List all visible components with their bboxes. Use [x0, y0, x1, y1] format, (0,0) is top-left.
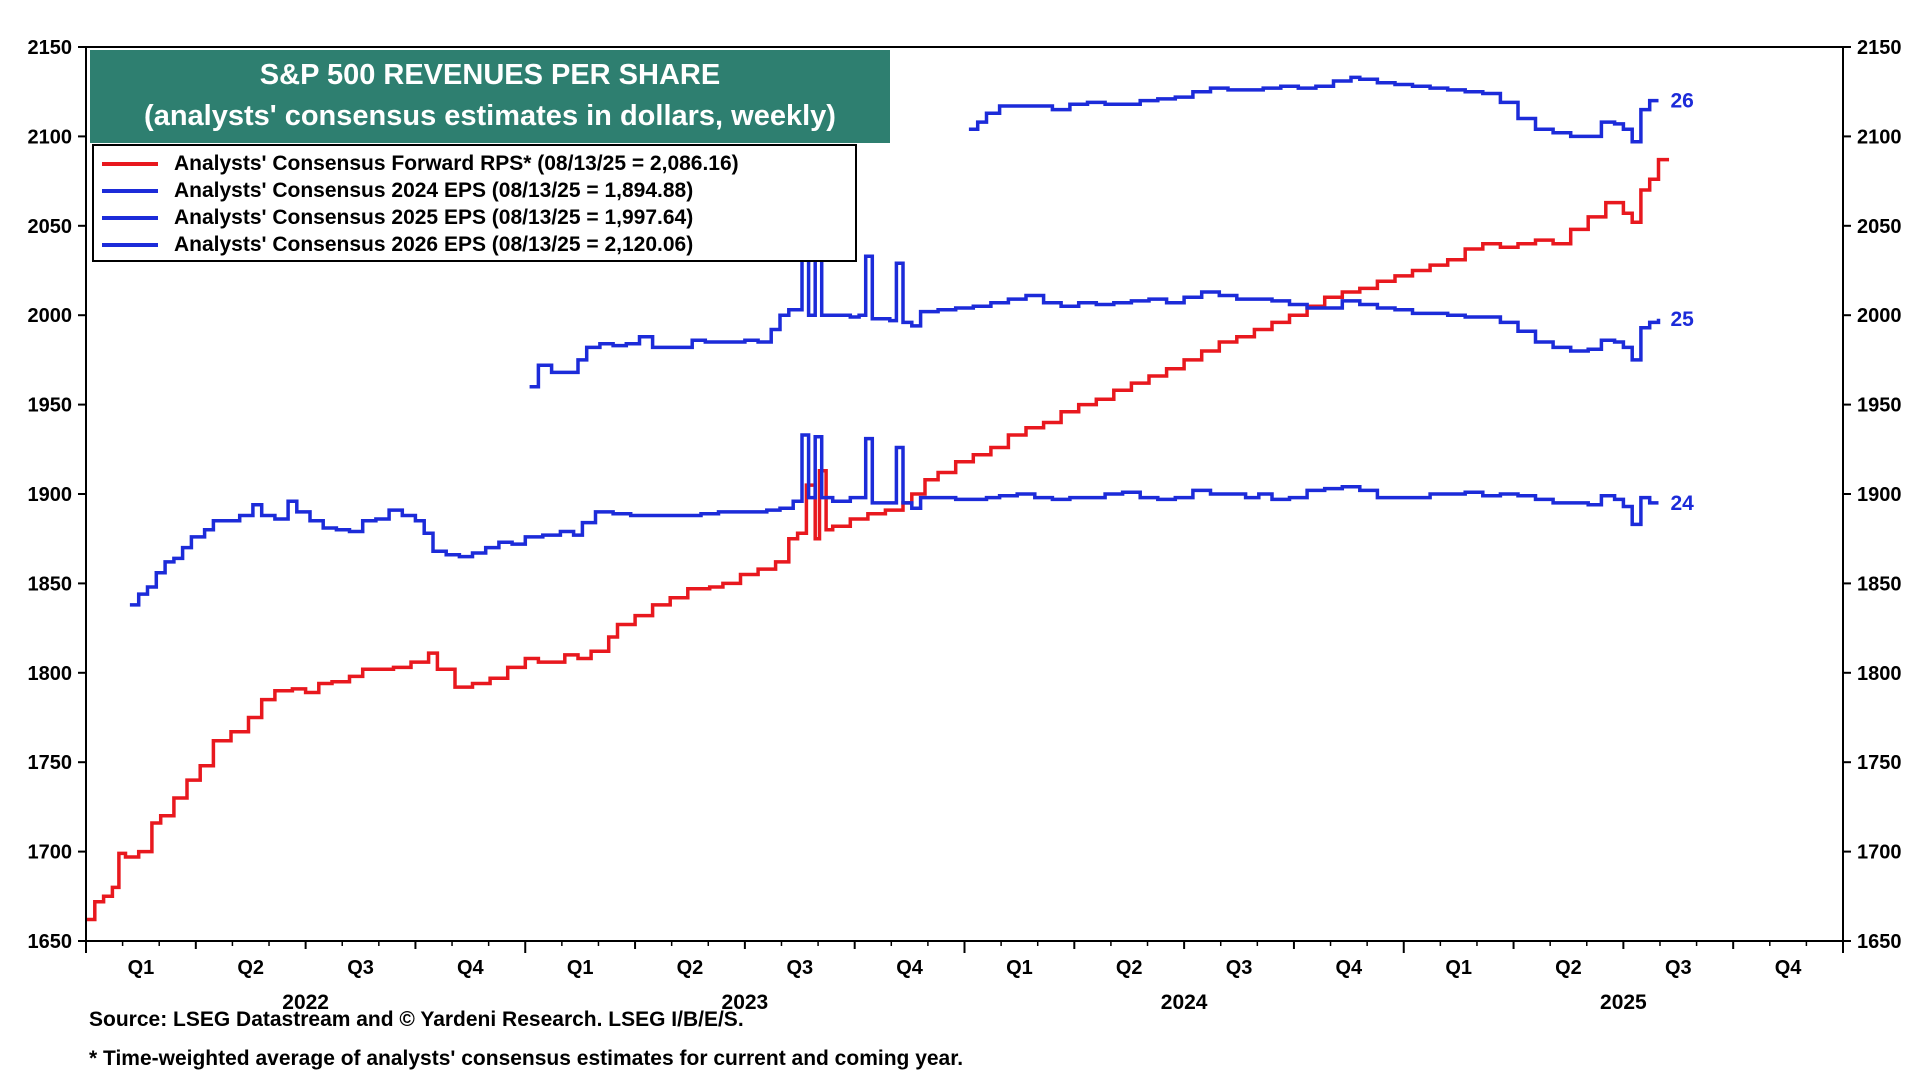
legend-label: Analysts' Consensus 2025 EPS (08/13/25 =…	[174, 205, 694, 229]
y-tick-label-right: 2100	[1857, 126, 1902, 148]
y-tick-label-left: 1700	[28, 842, 73, 864]
legend-swatch	[102, 242, 158, 247]
y-tick-label-right: 2050	[1857, 216, 1902, 238]
x-quarter-label: Q4	[1336, 957, 1364, 979]
x-quarter-label: Q2	[677, 957, 704, 979]
y-tick-label-left: 2000	[28, 305, 73, 327]
x-quarter-label: Q2	[1555, 957, 1582, 979]
y-tick-label-right: 1700	[1857, 842, 1902, 864]
x-quarter-label: Q3	[1226, 957, 1253, 979]
series-end-label: 25	[1671, 308, 1695, 331]
chart-subtitle: (analysts' consensus estimates in dollar…	[144, 100, 836, 132]
x-year-label: 2025	[1600, 991, 1647, 1014]
plot-frame	[85, 46, 1844, 942]
x-quarter-label: Q2	[1116, 957, 1143, 979]
legend-label: Analysts' Consensus 2024 EPS (08/13/25 =…	[174, 178, 694, 202]
y-tick-label-right: 1800	[1857, 663, 1902, 685]
y-tick-label-left: 1950	[28, 395, 73, 417]
y-tick-label-left: 1800	[28, 663, 73, 685]
legend-item-2026-eps: Analysts' Consensus 2026 EPS (08/13/25 =…	[102, 231, 855, 258]
x-axis: Q1 Q2 Q3 Q4 Q1 Q2 Q3 Q4 Q1 Q2 Q3 Q4 Q1 Q2 Q3 Q4 2022 2023…	[85, 941, 1844, 1014]
y-tick-label-left: 1650	[28, 931, 73, 953]
x-quarter-label: Q4	[1775, 957, 1803, 979]
y-tick-label-left: 2100	[28, 126, 73, 148]
legend-swatch	[102, 215, 158, 220]
legend-item-2024-eps: Analysts' Consensus 2024 EPS (08/13/25 =…	[102, 177, 855, 204]
chart-title: S&P 500 REVENUES PER SHARE	[259, 59, 721, 91]
footnote-note: * Time-weighted average of analysts' con…	[89, 1047, 964, 1070]
y-axis-right: 1650 1700 1750 1800 1850 1900 1950 2000 2050 2100…	[1843, 37, 1902, 953]
x-quarter-label: Q3	[347, 957, 374, 979]
x-quarter-label: Q3	[1665, 957, 1692, 979]
y-tick-label-left: 2050	[28, 216, 73, 238]
x-quarter-label: Q4	[457, 957, 485, 979]
x-quarter-label: Q1	[1445, 957, 1472, 979]
x-quarter-label: Q1	[128, 957, 155, 979]
y-tick-label-left: 2150	[28, 37, 73, 59]
x-quarter-label: Q2	[237, 957, 264, 979]
y-tick-label-right: 2150	[1857, 37, 1902, 59]
x-year-label: 2024	[1161, 991, 1208, 1014]
y-tick-label-right: 1850	[1857, 573, 1902, 595]
legend-swatch	[102, 188, 158, 193]
chart-title-box: S&P 500 REVENUES PER SHARE (analysts' co…	[90, 50, 890, 143]
y-tick-label-right: 1750	[1857, 752, 1902, 774]
x-year-label: 2023	[722, 991, 769, 1014]
y-tick-label-right: 1950	[1857, 395, 1902, 417]
series-end-label: 26	[1671, 90, 1694, 113]
legend-swatch	[102, 161, 158, 166]
x-quarter-label: Q1	[567, 957, 594, 979]
y-tick-label-right: 1900	[1857, 484, 1902, 506]
series-line-1	[129, 433, 1659, 607]
x-quarter-label: Q4	[896, 957, 924, 979]
x-quarter-label: Q3	[786, 957, 813, 979]
y-axis-left: 1650 1700 1750 1800 1850 1900 1950 2000 2050 2100…	[28, 37, 86, 953]
legend: Analysts' Consensus Forward RPS* (08/13/…	[92, 144, 857, 262]
x-quarter-label: Q1	[1006, 957, 1033, 979]
y-tick-label-right: 1650	[1857, 931, 1902, 953]
footnote-source: Source: LSEG Datastream and © Yardeni Re…	[89, 1008, 744, 1031]
x-year-label: 2022	[282, 991, 329, 1014]
series-end-labels: 24 25 26	[1671, 90, 1695, 515]
y-tick-label-left: 1750	[28, 752, 73, 774]
y-tick-label-right: 2000	[1857, 305, 1902, 327]
legend-item-2025-eps: Analysts' Consensus 2025 EPS (08/13/25 =…	[102, 204, 855, 231]
legend-label: Analysts' Consensus 2026 EPS (08/13/25 =…	[174, 232, 694, 256]
y-tick-label-left: 1850	[28, 573, 73, 595]
y-tick-label-left: 1900	[28, 484, 73, 506]
legend-label: Analysts' Consensus Forward RPS* (08/13/…	[174, 151, 739, 175]
series-end-label: 24	[1671, 492, 1695, 515]
series-layer	[86, 75, 1670, 922]
series-line-2	[529, 250, 1661, 389]
series-line-3	[968, 75, 1659, 144]
series-line-0	[86, 157, 1670, 922]
legend-item-forward-rps: Analysts' Consensus Forward RPS* (08/13/…	[102, 150, 855, 177]
